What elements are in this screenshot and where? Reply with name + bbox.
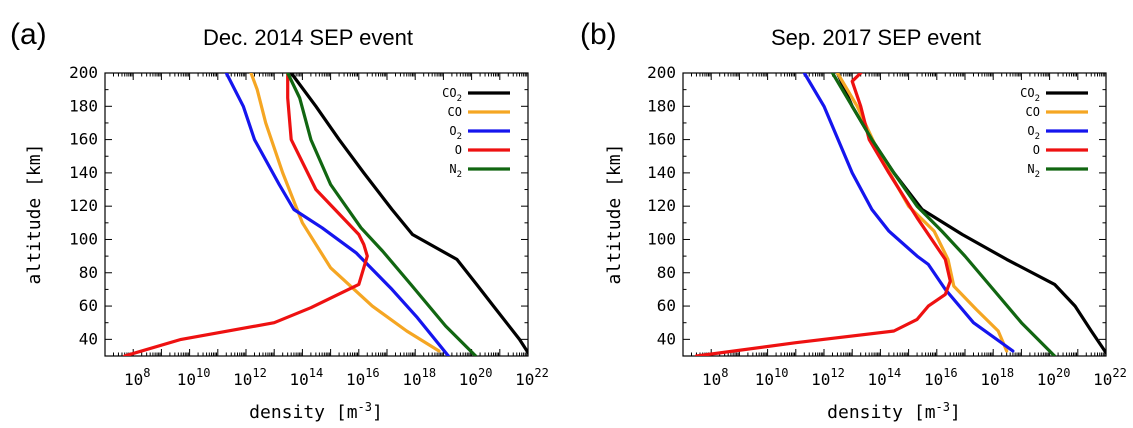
x-tick-labels: 108 1010 1012 1014 1016 1018 1020 1022 <box>702 366 1127 389</box>
x-tick-labels: 108 1010 1012 1014 1016 1018 1020 1022 <box>124 366 549 389</box>
panel-a: (a) Dec. 2014 SEP event 108 1010 1012 1014 1… <box>10 18 549 423</box>
x-tick-label: 1018 <box>980 366 1014 389</box>
y-tick-label: 100 <box>647 229 676 248</box>
y-tick-label: 140 <box>69 163 98 182</box>
y-axis-label: altitude [km] <box>604 144 625 285</box>
x-axis-label: density [m-3] <box>249 400 383 423</box>
series-line-co2 <box>835 73 1106 355</box>
panel-b: (b) Sep. 2017 SEP event 108 1010 1012 1014 1… <box>580 18 1127 423</box>
y-tick-label: 160 <box>647 130 676 149</box>
y-tick-labels: 40 60 80 100 120 140 160 180 200 <box>647 63 676 348</box>
y-tick-label: 180 <box>69 96 98 115</box>
y-tick-label: 60 <box>657 296 676 315</box>
x-tick-label: 1014 <box>290 366 324 389</box>
legend-label-o: O <box>1033 143 1040 157</box>
panel-letter: (b) <box>580 18 617 51</box>
series-lines <box>123 73 528 356</box>
legend-label-o: O <box>455 143 462 157</box>
axis-ticks <box>104 72 529 356</box>
y-tick-label: 120 <box>647 196 676 215</box>
legend-label-n2: N2 <box>1027 162 1040 180</box>
x-tick-label: 108 <box>124 366 151 389</box>
y-tick-label: 200 <box>69 63 98 82</box>
chart-title: Sep. 2017 SEP event <box>771 25 981 50</box>
x-tick-label: 1020 <box>1037 366 1071 389</box>
x-tick-label: 1010 <box>755 366 789 389</box>
y-tick-label: 140 <box>647 163 676 182</box>
legend-label-n2: N2 <box>449 162 462 180</box>
series-line-n2 <box>830 73 1057 356</box>
legend-label-co2: CO2 <box>442 86 462 104</box>
x-tick-label: 1020 <box>459 366 493 389</box>
y-tick-label: 180 <box>647 96 676 115</box>
x-tick-label: 108 <box>702 366 729 389</box>
series-line-o2 <box>224 73 450 356</box>
plot-frame <box>104 72 529 357</box>
series-line-o2 <box>802 73 1015 353</box>
x-tick-label: 1022 <box>515 366 549 389</box>
series-line-co2 <box>289 73 528 356</box>
y-tick-label: 80 <box>79 263 98 282</box>
y-tick-label: 200 <box>647 63 676 82</box>
x-tick-label: 1012 <box>233 366 267 389</box>
y-axis-label: altitude [km] <box>24 144 45 285</box>
legend-label-co2: CO2 <box>1020 86 1040 104</box>
legend-label-co: CO <box>1026 105 1040 119</box>
y-tick-labels: 40 60 80 100 120 140 160 180 200 <box>69 63 98 348</box>
x-tick-label: 1012 <box>811 366 845 389</box>
x-tick-label: 1018 <box>402 366 436 389</box>
chart-title: Dec. 2014 SEP event <box>203 25 413 50</box>
x-tick-label: 1016 <box>924 366 958 389</box>
series-line-o <box>694 73 952 356</box>
x-axis-label: density [m-3] <box>827 400 961 423</box>
y-tick-label: 60 <box>79 296 98 315</box>
axis-ticks <box>682 72 1107 356</box>
panel-letter: (a) <box>10 18 47 51</box>
legend-label-o2: O2 <box>449 124 462 142</box>
y-tick-label: 80 <box>657 263 676 282</box>
x-tick-label: 1010 <box>177 366 211 389</box>
y-tick-label: 40 <box>657 329 676 348</box>
series-line-n2 <box>286 73 478 356</box>
legend-label-co: CO <box>448 105 462 119</box>
series-line-co <box>249 73 441 353</box>
x-tick-label: 1022 <box>1093 366 1127 389</box>
plot-frame <box>682 72 1107 357</box>
legend-label-o2: O2 <box>1027 124 1040 142</box>
y-tick-label: 120 <box>69 196 98 215</box>
y-tick-label: 160 <box>69 130 98 149</box>
x-tick-label: 1016 <box>346 366 380 389</box>
x-tick-label: 1014 <box>868 366 902 389</box>
series-lines <box>694 73 1106 356</box>
series-line-o <box>123 73 369 356</box>
y-tick-label: 100 <box>69 229 98 248</box>
y-tick-label: 40 <box>79 329 98 348</box>
